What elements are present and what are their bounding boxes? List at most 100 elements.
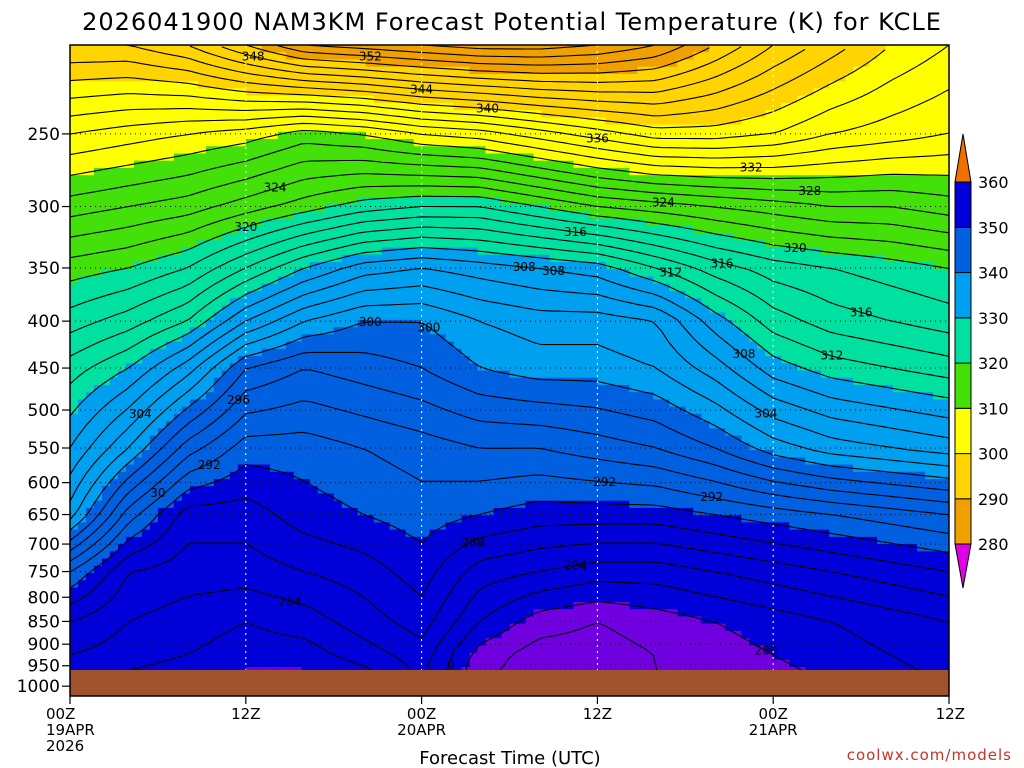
theta-cell bbox=[205, 254, 215, 263]
theta-cell bbox=[549, 160, 559, 169]
theta-cell bbox=[621, 146, 630, 155]
theta-cell bbox=[637, 153, 646, 162]
theta-cell bbox=[197, 276, 207, 285]
theta-cell bbox=[637, 240, 646, 249]
theta-cell bbox=[397, 66, 407, 75]
theta-cell bbox=[229, 341, 239, 350]
theta-cell bbox=[669, 81, 678, 89]
theta-cell bbox=[797, 59, 806, 68]
theta-cell bbox=[573, 240, 583, 249]
theta-cell bbox=[765, 225, 774, 234]
theta-cell bbox=[70, 52, 79, 61]
theta-cell bbox=[877, 117, 886, 126]
theta-cell bbox=[285, 247, 295, 256]
theta-cell bbox=[549, 211, 559, 220]
theta-cell bbox=[781, 160, 790, 169]
theta-cell bbox=[509, 131, 519, 140]
theta-cell bbox=[869, 139, 878, 147]
theta-cell bbox=[869, 167, 878, 176]
theta-cell bbox=[861, 305, 870, 314]
theta-cell bbox=[541, 81, 551, 89]
theta-cell bbox=[605, 189, 614, 198]
theta-cell bbox=[101, 52, 111, 61]
theta-cell bbox=[149, 146, 159, 155]
theta-cell bbox=[397, 348, 407, 357]
theta-cell bbox=[525, 52, 535, 61]
theta-cell bbox=[741, 139, 750, 147]
theta-cell bbox=[517, 52, 527, 61]
theta-cell bbox=[261, 319, 271, 328]
theta-cell bbox=[85, 305, 95, 314]
theta-cell bbox=[549, 153, 559, 162]
theta-cell bbox=[365, 102, 375, 111]
theta-cell bbox=[581, 211, 591, 220]
theta-cell bbox=[269, 124, 279, 133]
theta-cell bbox=[445, 73, 455, 82]
theta-cell bbox=[685, 160, 694, 169]
theta-cell bbox=[205, 131, 215, 140]
theta-cell bbox=[901, 45, 910, 53]
theta-cell bbox=[445, 189, 455, 198]
theta-cell bbox=[309, 124, 319, 133]
theta-cell bbox=[565, 117, 575, 126]
theta-cell bbox=[109, 276, 119, 285]
theta-cell bbox=[869, 363, 878, 372]
theta-cell bbox=[125, 189, 135, 198]
theta-cell bbox=[469, 262, 479, 270]
theta-cell bbox=[117, 95, 127, 104]
theta-cell bbox=[77, 370, 87, 379]
theta-cell bbox=[693, 348, 702, 357]
theta-cell bbox=[597, 290, 606, 299]
theta-cell bbox=[221, 283, 231, 292]
theta-cell bbox=[581, 153, 591, 162]
theta-cell bbox=[893, 160, 902, 169]
theta-cell bbox=[645, 52, 654, 61]
theta-cell bbox=[349, 305, 359, 314]
theta-cell bbox=[157, 363, 167, 372]
theta-cell bbox=[869, 52, 878, 61]
theta-cell bbox=[181, 276, 191, 285]
theta-cell bbox=[77, 167, 87, 176]
theta-cell bbox=[733, 66, 742, 75]
theta-cell bbox=[70, 356, 79, 364]
theta-cell bbox=[325, 66, 335, 75]
theta-cell bbox=[629, 146, 638, 155]
theta-cell bbox=[581, 196, 591, 205]
theta-cell bbox=[725, 117, 734, 126]
theta-cell bbox=[797, 95, 806, 104]
theta-cell bbox=[885, 240, 894, 249]
theta-cell bbox=[533, 276, 543, 285]
theta-cell bbox=[917, 167, 926, 176]
theta-cell bbox=[77, 290, 87, 299]
theta-cell bbox=[677, 73, 686, 82]
theta-cell bbox=[525, 348, 535, 357]
theta-cell bbox=[789, 319, 798, 328]
theta-cell bbox=[925, 45, 934, 53]
theta-cell bbox=[109, 117, 119, 126]
theta-cell bbox=[645, 175, 654, 184]
theta-cell bbox=[621, 319, 630, 328]
theta-cell bbox=[805, 363, 814, 372]
theta-cell bbox=[469, 334, 479, 343]
theta-cell bbox=[485, 139, 495, 147]
theta-cell bbox=[373, 254, 383, 263]
theta-cell bbox=[429, 269, 439, 278]
theta-cell bbox=[493, 283, 503, 292]
theta-cell bbox=[85, 319, 95, 328]
theta-cell bbox=[501, 59, 511, 68]
theta-cell bbox=[669, 73, 678, 82]
theta-cell bbox=[373, 153, 383, 162]
theta-cell bbox=[309, 139, 319, 147]
theta-cell bbox=[573, 175, 583, 184]
theta-cell bbox=[669, 131, 678, 140]
theta-cell bbox=[677, 283, 686, 292]
theta-cell bbox=[629, 298, 638, 306]
theta-cell bbox=[805, 117, 814, 126]
theta-cell bbox=[149, 254, 159, 263]
theta-cell bbox=[165, 182, 175, 191]
theta-cell bbox=[109, 110, 119, 118]
theta-cell bbox=[333, 117, 343, 126]
theta-cell bbox=[493, 211, 503, 220]
theta-cell bbox=[805, 88, 814, 97]
theta-cell bbox=[693, 88, 702, 97]
